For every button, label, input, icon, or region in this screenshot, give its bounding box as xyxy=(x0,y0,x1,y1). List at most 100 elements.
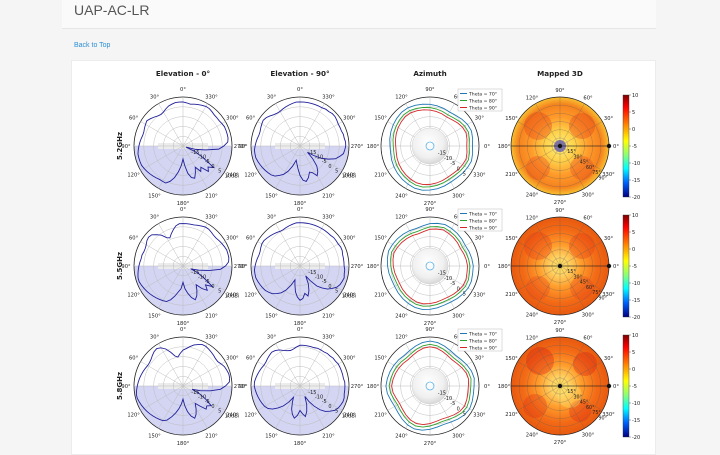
column-title: Elevation - 90° xyxy=(270,69,329,78)
legend-entry: Theta = 90° xyxy=(468,225,497,231)
radial-tick-label: 5 xyxy=(335,169,338,175)
angle-tick-label: 180° xyxy=(367,264,380,270)
polar-spoke xyxy=(535,223,561,267)
angle-tick-label: 300° xyxy=(343,116,356,122)
polar-spoke xyxy=(517,361,561,387)
radial-tick-label: 0 xyxy=(211,404,214,410)
theta-ring-label: 30° xyxy=(574,395,583,401)
heatmap-lobe xyxy=(524,232,552,260)
angle-tick-label: 300° xyxy=(226,236,239,242)
polar-spoke xyxy=(517,145,561,171)
radial-tick-label: 0 xyxy=(328,284,331,290)
elevation-series-line xyxy=(137,101,229,184)
angle-tick-label: 30° xyxy=(150,215,160,221)
angle-tick-label: 300° xyxy=(582,433,595,439)
angle-tick-label: 240° xyxy=(343,413,356,419)
device-led-ring xyxy=(425,261,435,271)
angle-tick-label: 90° xyxy=(555,88,565,94)
angle-tick-label: 120° xyxy=(395,95,408,101)
column-title: Azimuth xyxy=(413,69,446,78)
device-led-ring xyxy=(425,381,435,391)
colorbar xyxy=(622,214,630,318)
angle-tick-label: 60° xyxy=(583,96,593,102)
angle-tick-label: 60° xyxy=(129,356,139,362)
elevation-chart: 0° 30° 60° 90° 120° 150° 180° 210° 240° 270° 300° 3… xyxy=(238,87,363,207)
angle-tick-label: 210° xyxy=(374,413,387,419)
back-to-top-link[interactable]: Back to Top xyxy=(74,42,111,49)
angle-tick-label: 0° xyxy=(297,87,303,93)
radial-tick-label: -15 xyxy=(308,390,316,396)
angle-tick-label: 90° xyxy=(425,87,435,93)
angle-tick-label: 270° xyxy=(424,321,437,327)
angle-tick-label: 330° xyxy=(205,95,218,101)
angle-tick-label: 0° xyxy=(297,327,303,333)
elevation-chart: 0° 30° 60° 90° 120° 150° 180° 210° 240° 270° 300° 3… xyxy=(121,207,246,327)
angle-tick-label: 150° xyxy=(265,313,278,319)
elevation-chart: 0° 30° 60° 90° 120° 150° 180° 210° 240° 270° 300° 3… xyxy=(238,207,363,327)
angle-tick-label: 240° xyxy=(395,433,408,439)
angle-tick-label: 300° xyxy=(452,313,465,319)
angle-tick-label: 330° xyxy=(205,215,218,221)
colorbar-tick-label: -15 xyxy=(632,178,640,184)
radial-tick-label: -15 xyxy=(191,150,199,156)
colorbar-tick-label: -5 xyxy=(632,264,637,270)
row-label: 5.2GHz xyxy=(116,132,124,160)
radial-tick-label: 5 xyxy=(463,412,466,418)
polar-spoke xyxy=(140,361,184,387)
radial-tick-label: 5 xyxy=(218,289,221,295)
angle-tick-label: 330° xyxy=(473,413,486,419)
radial-tick-label: 0 xyxy=(457,166,460,172)
angle-tick-label: 120° xyxy=(395,215,408,221)
colorbar-tick-label: -20 xyxy=(632,315,640,321)
theta-ring-label: 75° xyxy=(592,290,601,296)
center-marker xyxy=(557,263,563,269)
angle-tick-label: 150° xyxy=(505,116,518,122)
angle-tick-label: 0° xyxy=(613,144,619,150)
radial-tick-label: -10 xyxy=(315,275,323,281)
radial-tick-label: 0 xyxy=(328,404,331,410)
angle-tick-label: 150° xyxy=(505,236,518,242)
colorbar-tick-label: 5 xyxy=(632,110,635,116)
radial-tick-label: -15 xyxy=(438,271,446,277)
angle-tick-label: 150° xyxy=(265,193,278,199)
polar-spoke xyxy=(559,145,603,171)
theta-ring-label: 90° xyxy=(599,296,608,302)
angle-tick-label: 270° xyxy=(554,200,567,206)
angle-tick-label: 120° xyxy=(127,413,140,419)
angle-tick-label: 120° xyxy=(244,173,257,179)
angle-tick-label: 60° xyxy=(246,236,256,242)
polar-spoke xyxy=(158,343,184,387)
angle-tick-label: 270° xyxy=(351,144,364,150)
polar-spoke xyxy=(140,121,184,147)
theta-ring-label: 75° xyxy=(592,170,601,176)
radial-tick-label: 0 xyxy=(457,286,460,292)
polar-spoke xyxy=(535,145,561,189)
polar-spoke xyxy=(299,361,343,387)
angle-tick-label: 240° xyxy=(395,313,408,319)
angle-tick-label: 120° xyxy=(395,335,408,341)
mapped-3d-chart: 90°60°30°0°330°300°270°240°210°180°150°1… xyxy=(498,208,640,326)
polar-spoke xyxy=(182,343,208,387)
radial-tick-label: -15 xyxy=(191,390,199,396)
angle-tick-label: 210° xyxy=(205,313,218,319)
elevation-series-line xyxy=(253,344,346,419)
polar-spoke xyxy=(559,103,585,147)
radial-tick-label: -5 xyxy=(450,281,455,287)
azimuth-series-theta90 xyxy=(391,346,470,426)
polar-spoke xyxy=(275,103,301,147)
angle-tick-label: 180° xyxy=(498,264,511,270)
edge-marker xyxy=(606,143,612,149)
angle-tick-label: 270° xyxy=(554,440,567,446)
radial-tick-label: 10dBi xyxy=(225,413,239,419)
angle-tick-label: 150° xyxy=(505,356,518,362)
polar-spoke xyxy=(535,103,561,147)
angle-tick-label: 240° xyxy=(526,433,539,439)
angle-tick-label: 270° xyxy=(351,264,364,270)
colorbar-tick-label: 0 xyxy=(632,127,635,133)
radial-tick-label: 0 xyxy=(457,406,460,412)
theta-ring-label: 45° xyxy=(580,400,589,406)
radial-tick-label: -10 xyxy=(315,155,323,161)
azimuth-series-theta70 xyxy=(389,103,474,191)
colorbar xyxy=(622,334,630,438)
polar-spoke xyxy=(517,121,561,147)
